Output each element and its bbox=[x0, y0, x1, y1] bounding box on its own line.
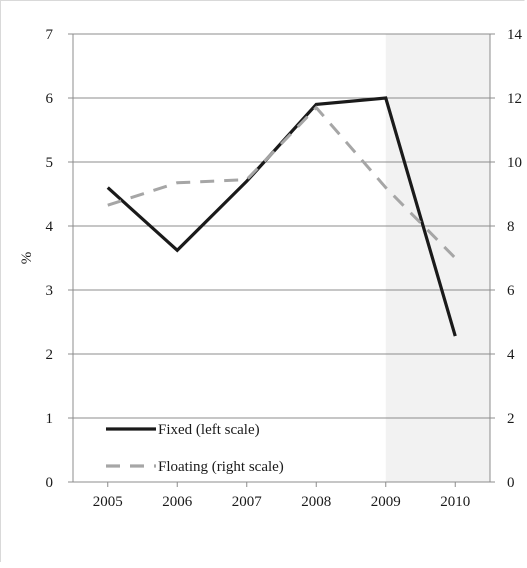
left-tick-label: 3 bbox=[46, 283, 54, 299]
right-tick-label: 6 bbox=[507, 283, 515, 299]
shaded-period-layer bbox=[386, 34, 490, 482]
left-tick-label: 5 bbox=[46, 155, 54, 171]
left-axis-ticks: 0 1 2 3 4 5 6 7 bbox=[46, 27, 74, 491]
x-tick-label: 2010 bbox=[440, 494, 470, 510]
x-tick-label: 2009 bbox=[371, 494, 401, 510]
left-tick-label: 7 bbox=[46, 27, 54, 43]
left-tick-label: 2 bbox=[46, 347, 54, 363]
right-tick-label: 10 bbox=[507, 155, 522, 171]
right-tick-label: 2 bbox=[507, 411, 515, 427]
left-tick-label: 1 bbox=[46, 411, 54, 427]
left-tick-label: 0 bbox=[46, 475, 54, 491]
right-tick-label: 0 bbox=[507, 475, 515, 491]
legend: Fixed (left scale) Floating (right scale) bbox=[106, 422, 284, 475]
right-tick-label: 8 bbox=[507, 219, 515, 235]
left-axis-label: % bbox=[19, 252, 35, 265]
x-tick-label: 2007 bbox=[232, 494, 263, 510]
right-axis-ticks: 0 2 4 6 8 10 12 14 bbox=[490, 27, 523, 491]
legend-label: Fixed (left scale) bbox=[158, 422, 260, 438]
right-tick-label: 12 bbox=[507, 91, 522, 107]
right-tick-label: 14 bbox=[507, 27, 523, 43]
x-tick-label: 2005 bbox=[93, 494, 123, 510]
x-tick-label: 2006 bbox=[162, 494, 193, 510]
x-axis-ticks: 2005 2006 2007 2008 2009 2010 bbox=[93, 482, 471, 510]
legend-label: Floating (right scale) bbox=[158, 459, 284, 475]
shaded-region bbox=[386, 34, 490, 482]
left-tick-label: 6 bbox=[46, 91, 54, 107]
right-tick-label: 4 bbox=[507, 347, 515, 363]
x-tick-label: 2008 bbox=[301, 494, 331, 510]
left-tick-label: 4 bbox=[46, 219, 54, 235]
